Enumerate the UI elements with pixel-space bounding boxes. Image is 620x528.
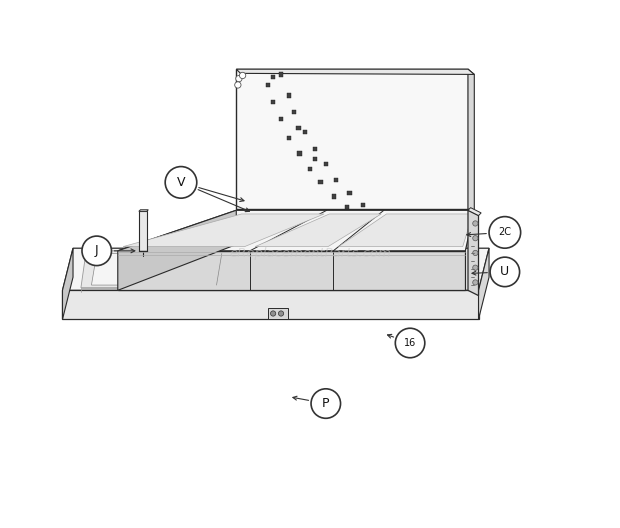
Polygon shape (118, 210, 236, 290)
Circle shape (472, 250, 478, 256)
Polygon shape (271, 100, 275, 104)
Polygon shape (81, 251, 363, 288)
Circle shape (239, 72, 246, 79)
Polygon shape (357, 214, 361, 219)
Circle shape (236, 76, 242, 82)
Polygon shape (279, 72, 283, 77)
Polygon shape (123, 214, 324, 247)
Polygon shape (345, 205, 349, 209)
Circle shape (490, 257, 520, 287)
Circle shape (82, 236, 112, 266)
Polygon shape (298, 152, 301, 156)
Circle shape (472, 265, 478, 270)
Polygon shape (468, 210, 479, 296)
Circle shape (235, 82, 241, 88)
Polygon shape (118, 210, 474, 251)
Text: U: U (500, 266, 510, 278)
Circle shape (311, 389, 340, 418)
Polygon shape (139, 210, 148, 211)
Polygon shape (236, 69, 474, 74)
Text: V: V (177, 176, 185, 189)
Circle shape (396, 328, 425, 358)
Polygon shape (268, 308, 288, 319)
Polygon shape (139, 211, 147, 251)
Polygon shape (324, 162, 328, 166)
Polygon shape (332, 194, 336, 199)
Circle shape (165, 166, 197, 198)
Polygon shape (334, 177, 339, 182)
Circle shape (270, 311, 276, 316)
Polygon shape (292, 110, 296, 115)
Polygon shape (118, 251, 466, 290)
Polygon shape (347, 191, 352, 195)
Polygon shape (266, 83, 270, 87)
Circle shape (472, 280, 478, 285)
Polygon shape (236, 69, 468, 209)
Polygon shape (339, 214, 472, 247)
Polygon shape (63, 290, 479, 319)
Polygon shape (319, 180, 322, 184)
Polygon shape (287, 136, 291, 140)
Circle shape (278, 311, 284, 316)
Polygon shape (468, 208, 481, 215)
Polygon shape (313, 147, 317, 152)
Text: J: J (95, 244, 99, 257)
Polygon shape (255, 214, 381, 247)
Polygon shape (361, 203, 365, 207)
Text: 2C: 2C (498, 228, 511, 238)
Polygon shape (92, 253, 347, 285)
Polygon shape (303, 130, 307, 135)
Circle shape (472, 221, 478, 226)
Polygon shape (279, 117, 283, 121)
Text: eReplacementParts.com: eReplacementParts.com (229, 247, 391, 260)
Polygon shape (296, 126, 301, 130)
Polygon shape (271, 75, 275, 79)
Circle shape (472, 235, 478, 241)
Text: 16: 16 (404, 338, 416, 348)
Circle shape (489, 216, 521, 248)
Polygon shape (479, 248, 489, 319)
Polygon shape (313, 157, 317, 161)
Polygon shape (468, 69, 474, 214)
Polygon shape (63, 248, 73, 319)
Polygon shape (287, 93, 291, 98)
Polygon shape (308, 167, 312, 171)
Text: P: P (322, 397, 330, 410)
Polygon shape (63, 248, 489, 290)
